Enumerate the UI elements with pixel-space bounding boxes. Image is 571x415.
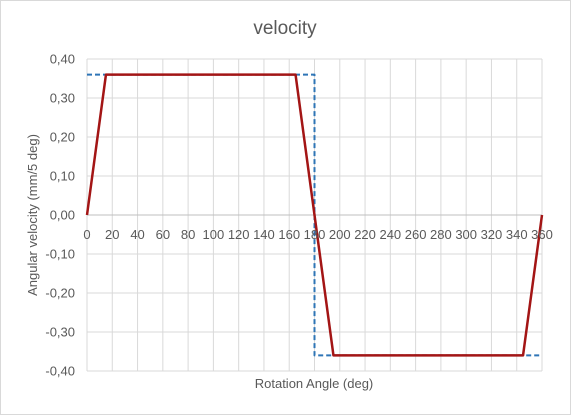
x-tick-label: 180 <box>304 227 326 242</box>
x-axis-title: Rotation Angle (deg) <box>255 376 374 391</box>
y-tick-label: 0,20 <box>50 130 75 145</box>
tick-labels: -0,40 -0,30 -0,20 -0,10 0,00 0,10 0,20 0,30 0,40… <box>45 52 552 379</box>
y-tick-label: -0,30 <box>45 325 75 340</box>
x-tick-label: 40 <box>130 227 144 242</box>
y-axis-title: Angular velocity (mm/5 deg) <box>25 134 40 296</box>
x-tick-label: 80 <box>181 227 195 242</box>
chart-title: velocity <box>253 18 317 39</box>
x-tick-label: 340 <box>506 227 528 242</box>
x-tick-label: 20 <box>105 227 119 242</box>
x-tick-label: 160 <box>278 227 300 242</box>
y-tick-label: -0,40 <box>45 364 75 379</box>
x-tick-label: 60 <box>156 227 170 242</box>
x-tick-label: 320 <box>481 227 503 242</box>
series-line-solid <box>85 73 544 357</box>
x-tick-label: 200 <box>329 227 351 242</box>
y-tick-label: 0,10 <box>50 169 75 184</box>
x-tick-label: 0 <box>83 227 90 242</box>
x-tick-label: 120 <box>228 227 250 242</box>
x-tick-label: 300 <box>455 227 477 242</box>
y-tick-label: 0,30 <box>50 91 75 106</box>
series-layer <box>85 73 544 357</box>
x-tick-label: 260 <box>405 227 427 242</box>
x-tick-label: 220 <box>354 227 376 242</box>
x-tick-label: 360 <box>531 227 553 242</box>
y-tick-label: 0,40 <box>50 52 75 67</box>
x-tick-label: 140 <box>253 227 275 242</box>
y-tick-label: 0,00 <box>50 208 75 223</box>
x-tick-label: 280 <box>430 227 452 242</box>
y-tick-label: -0,10 <box>45 247 75 262</box>
y-tick-label: -0,20 <box>45 286 75 301</box>
x-tick-label: 240 <box>379 227 401 242</box>
x-tick-label: 100 <box>203 227 225 242</box>
